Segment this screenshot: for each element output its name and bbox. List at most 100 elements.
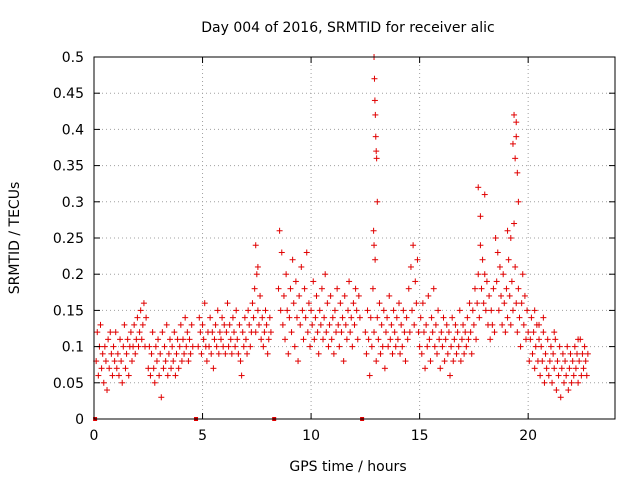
data-point <box>308 307 315 314</box>
data-point <box>199 321 206 328</box>
data-point <box>217 336 224 343</box>
data-point <box>439 343 446 350</box>
data-point <box>410 242 417 249</box>
data-point <box>477 242 484 249</box>
data-point <box>220 343 227 350</box>
data-point <box>115 372 122 379</box>
data-point <box>571 343 578 350</box>
data-point <box>492 235 499 241</box>
data-point <box>331 307 338 314</box>
data-point <box>298 263 305 270</box>
data-point <box>556 343 563 350</box>
data-point <box>371 75 378 82</box>
data-point <box>185 358 192 365</box>
data-point <box>330 350 337 357</box>
data-point <box>138 336 145 343</box>
data-point <box>494 249 501 256</box>
data-point <box>375 336 382 343</box>
x-tick-label: 0 <box>90 428 99 444</box>
data-point <box>343 336 350 343</box>
data-point <box>526 358 533 365</box>
data-point <box>228 350 235 357</box>
data-point <box>376 300 383 307</box>
data-point <box>400 307 407 314</box>
data-point <box>303 249 310 256</box>
data-point <box>406 329 413 336</box>
data-point <box>323 329 330 336</box>
data-point <box>311 336 318 343</box>
data-point <box>266 314 273 321</box>
data-point <box>178 358 185 365</box>
data-point <box>253 271 260 278</box>
data-point <box>475 184 482 191</box>
data-point <box>155 336 162 343</box>
data-point <box>453 350 460 357</box>
data-point <box>117 336 124 343</box>
data-point <box>481 271 488 278</box>
data-point <box>495 307 502 314</box>
data-point <box>337 300 344 307</box>
data-point <box>552 336 559 343</box>
data-point <box>429 329 436 336</box>
y-tick-label: 0.1 <box>62 340 84 356</box>
data-point <box>181 350 188 357</box>
data-point <box>292 278 299 285</box>
data-point <box>261 329 268 336</box>
data-point <box>483 278 490 285</box>
data-point <box>324 300 331 307</box>
data-point <box>364 307 371 314</box>
data-point <box>504 227 511 234</box>
y-axis-label: SRMTID / TECUs <box>7 182 23 295</box>
data-point <box>513 133 520 140</box>
data-point <box>436 336 443 343</box>
data-point <box>394 336 401 343</box>
data-point <box>222 350 229 357</box>
data-point <box>328 336 335 343</box>
data-point <box>371 329 378 336</box>
y-tick-labels: 0 0.05 0.1 0.15 0.2 0.25 0.3 0.35 0.4 0.45 0.5 <box>53 50 84 428</box>
data-point <box>405 285 412 292</box>
data-point <box>479 256 486 263</box>
data-point <box>544 336 551 343</box>
data-point <box>166 336 173 343</box>
data-point <box>530 329 537 336</box>
data-point <box>109 372 116 379</box>
data-point <box>279 321 286 328</box>
data-point <box>572 365 579 372</box>
x-tick-label: 10 <box>302 428 320 444</box>
data-point <box>355 292 362 299</box>
data-point <box>558 365 565 372</box>
data-point <box>352 285 359 292</box>
data-point <box>169 343 176 350</box>
data-point <box>570 372 577 379</box>
data-point <box>99 350 106 357</box>
data-point <box>481 191 488 198</box>
data-point <box>153 358 160 365</box>
data-point <box>326 321 333 328</box>
data-point <box>452 321 459 328</box>
data-point <box>583 372 590 379</box>
data-point <box>209 329 216 336</box>
data-point <box>125 372 132 379</box>
data-point <box>150 365 157 372</box>
data-point <box>373 148 380 155</box>
data-point <box>456 307 463 314</box>
data-point <box>455 343 462 350</box>
data-point <box>128 358 135 365</box>
data-point <box>225 343 232 350</box>
data-point <box>505 256 512 263</box>
data-point <box>407 263 414 270</box>
data-point <box>458 336 465 343</box>
data-point <box>511 111 518 118</box>
data-point <box>158 394 165 401</box>
data-point <box>320 336 327 343</box>
data-point <box>321 314 328 321</box>
data-point <box>516 314 523 321</box>
data-point <box>207 314 214 321</box>
data-point <box>180 336 187 343</box>
data-point <box>227 336 234 343</box>
data-point <box>580 365 587 372</box>
data-point <box>175 365 182 372</box>
data-point <box>162 358 169 365</box>
data-point <box>346 278 353 285</box>
